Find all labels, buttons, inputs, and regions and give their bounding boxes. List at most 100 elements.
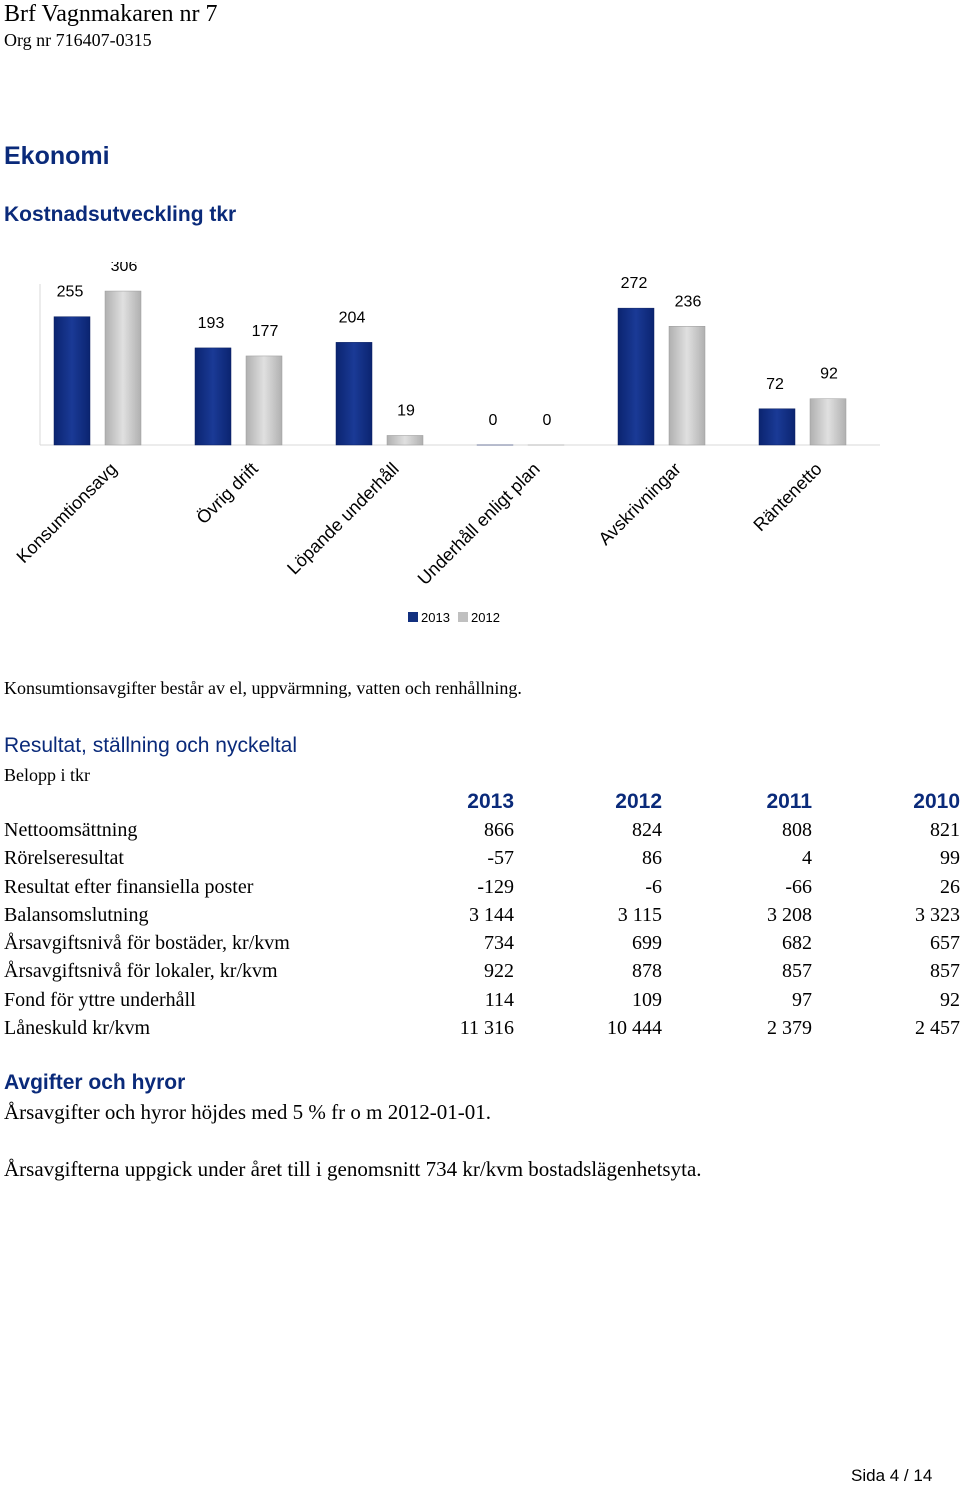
bar-2013-2 (335, 342, 373, 446)
key-figures-table: 2013 2012 2011 2010 Nettoomsättning 866 … (4, 788, 960, 1043)
legend-label-2013: 2013 (421, 610, 450, 625)
row-value: 2 379 (767, 1017, 812, 1040)
bar-2013-1 (194, 347, 232, 446)
row-value: 97 (792, 988, 812, 1011)
year-header: 2011 (766, 790, 812, 814)
org-number: Org nr 716407-0315 (4, 30, 152, 50)
row-value: 682 (782, 932, 812, 955)
table-row: Fond för yttre underhåll 114 109 97 92 (4, 986, 960, 1014)
table-row: Årsavgiftsnivå för lokaler, kr/kvm 922 8… (4, 958, 960, 986)
category-label-3: Underhåll enligt plan (414, 459, 544, 589)
data-label-2013-2: 204 (339, 309, 366, 326)
row-value: -129 (477, 875, 514, 898)
data-label-2012-0: 306 (111, 262, 138, 275)
row-value: 866 (484, 818, 514, 841)
row-value: 86 (642, 847, 662, 870)
row-label: Resultat efter finansiella poster (4, 875, 254, 898)
table-row: Nettoomsättning 866 824 808 821 (4, 816, 960, 844)
data-label-2013-0: 255 (57, 284, 84, 301)
row-value: 734 (484, 932, 514, 955)
category-label-4: Avskrivningar (595, 459, 685, 549)
table-row: Låneskuld kr/kvm 11 316 10 444 2 379 2 4… (4, 1014, 960, 1042)
row-value: 808 (782, 818, 812, 841)
row-value: 922 (484, 960, 514, 983)
table-header-empty (4, 788, 364, 816)
data-label-2013-3: 0 (489, 412, 498, 429)
data-label-2012-3: 0 (543, 412, 552, 429)
table-row: Balansomslutning 3 144 3 115 3 208 3 323 (4, 901, 960, 929)
row-label: Fond för yttre underhåll (4, 988, 196, 1011)
bar-2012-1 (245, 355, 283, 446)
row-value: 114 (484, 988, 514, 1011)
category-label-1: Övrig drift (193, 459, 262, 528)
bar-2013-0 (53, 316, 91, 446)
page-number: Sida 4 / 14 (851, 1466, 933, 1485)
table-row: Årsavgiftsnivå för bostäder, kr/kvm 734 … (4, 929, 960, 957)
row-value: 10 444 (607, 1017, 662, 1040)
year-header: 2013 (467, 790, 514, 814)
bar-2013-5 (758, 408, 796, 446)
bar-2012-4 (668, 326, 706, 446)
row-label: Årsavgiftsnivå för bostäder, kr/kvm (4, 932, 290, 955)
data-label-2012-1: 177 (252, 323, 279, 340)
data-label-2013-5: 72 (766, 376, 784, 393)
results-unit: Belopp i tkr (4, 765, 90, 785)
data-label-2013-1: 193 (198, 315, 225, 332)
category-label-2: Löpande underhåll (283, 459, 403, 579)
row-label: Årsavgiftsnivå för lokaler, kr/kvm (4, 960, 278, 983)
row-label: Nettoomsättning (4, 818, 138, 841)
chart-note: Konsumtionsavgifter består av el, uppvär… (4, 678, 522, 698)
year-header: 2010 (913, 790, 960, 814)
row-value: 857 (930, 960, 960, 983)
table-row: Resultat efter finansiella poster -129 -… (4, 873, 960, 901)
row-value: 3 323 (915, 903, 960, 926)
data-label-2012-5: 92 (820, 366, 838, 383)
legend-swatch-2012 (458, 612, 468, 622)
chart-title: Kostnadsutveckling tkr (4, 203, 237, 226)
table-row: Rörelseresultat -57 86 4 99 (4, 845, 960, 873)
row-label: Rörelseresultat (4, 847, 124, 870)
row-value: 3 144 (469, 903, 514, 926)
legend-label-2012: 2012 (471, 610, 500, 625)
org-name: Brf Vagnmakaren nr 7 (4, 1, 218, 27)
bar-2012-0 (104, 290, 142, 446)
data-label-2012-2: 19 (397, 402, 415, 419)
row-value: 699 (632, 932, 662, 955)
data-label-2012-4: 236 (675, 293, 702, 310)
chart-legend: 2013 2012 (408, 610, 500, 625)
fees-paragraph-2: Årsavgifterna uppgick under året till i … (4, 1157, 702, 1181)
row-value: 3 115 (617, 903, 662, 926)
results-title: Resultat, ställning och nyckeltal (4, 734, 297, 757)
row-value: 824 (632, 818, 662, 841)
legend-swatch-2013 (408, 612, 418, 622)
row-value: 3 208 (767, 903, 812, 926)
row-value: -66 (785, 875, 812, 898)
bar-2013-4 (617, 307, 655, 446)
section-title: Ekonomi (4, 142, 110, 170)
bar-2012-2 (386, 435, 424, 446)
fees-paragraph-1: Årsavgifter och hyror höjdes med 5 % fr … (4, 1100, 491, 1124)
row-value: 2 457 (915, 1017, 960, 1040)
row-label: Balansomslutning (4, 903, 149, 926)
fees-title: Avgifter och hyror (4, 1071, 186, 1094)
row-value: 26 (940, 875, 960, 898)
row-value: 857 (782, 960, 812, 983)
row-value: 4 (802, 847, 812, 870)
row-label: Låneskuld kr/kvm (4, 1017, 151, 1040)
category-label-5: Räntenetto (749, 459, 825, 535)
bar-2012-5 (809, 398, 847, 446)
row-value: 92 (940, 988, 960, 1011)
category-label-0: Konsumtionsavg (13, 459, 121, 567)
data-label-2013-4: 272 (621, 275, 648, 292)
row-value: -6 (645, 875, 662, 898)
row-value: 821 (930, 818, 960, 841)
row-value: 657 (930, 932, 960, 955)
row-value: 11 316 (459, 1017, 514, 1040)
row-value: -57 (487, 847, 514, 870)
cost-development-chart: 255 306 193 177 204 19 0 0 272 236 72 92 Konsumtion… (13, 262, 880, 625)
table-header-row: 2013 2012 2011 2010 (4, 788, 960, 816)
year-header: 2012 (615, 790, 662, 814)
row-value: 99 (940, 847, 960, 870)
row-value: 109 (632, 988, 662, 1011)
row-value: 878 (632, 960, 662, 983)
